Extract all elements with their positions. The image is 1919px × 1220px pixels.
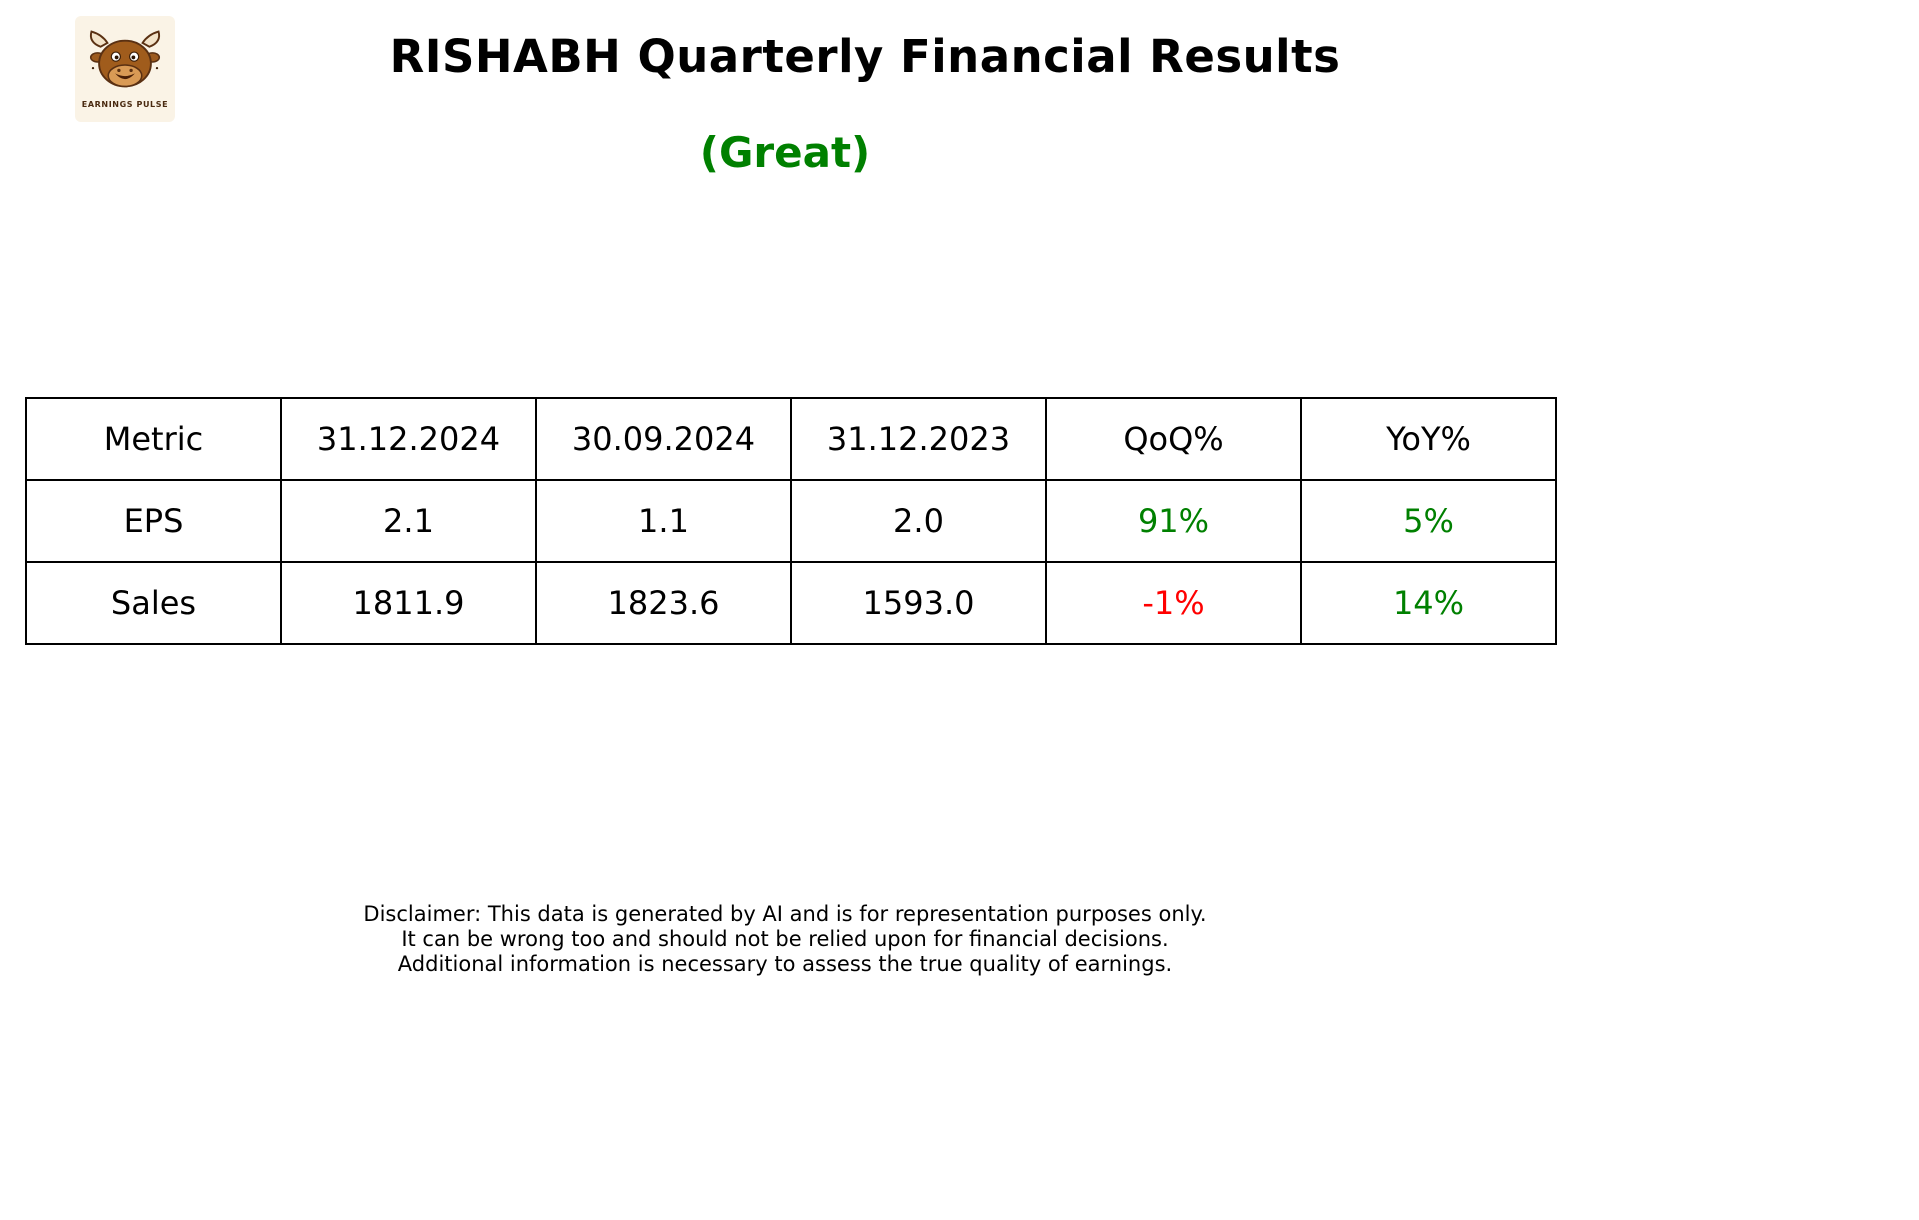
disclaimer: Disclaimer: This data is generated by AI… bbox=[0, 902, 1570, 977]
col-header-q-current: 31.12.2024 bbox=[280, 397, 537, 481]
logo-caption: EARNINGS PULSE bbox=[81, 99, 169, 109]
table-row-sales: Sales 1811.9 1823.6 1593.0 -1% 14% bbox=[25, 561, 1557, 645]
cell-eps-q-previous: 1.1 bbox=[535, 479, 792, 563]
earnings-pulse-logo: EARNINGS PULSE bbox=[75, 16, 175, 122]
cell-eps-metric: EPS bbox=[25, 479, 282, 563]
col-header-q-previous: 30.09.2024 bbox=[535, 397, 792, 481]
bull-icon bbox=[86, 29, 164, 98]
cell-eps-yoy: 5% bbox=[1300, 479, 1557, 563]
disclaimer-line-2: It can be wrong too and should not be re… bbox=[401, 927, 1169, 951]
cell-sales-metric: Sales bbox=[25, 561, 282, 645]
cell-eps-q-yearago: 2.0 bbox=[790, 479, 1047, 563]
cell-eps-q-current: 2.1 bbox=[280, 479, 537, 563]
col-header-qoq: QoQ% bbox=[1045, 397, 1302, 481]
col-header-q-yearago: 31.12.2023 bbox=[790, 397, 1047, 481]
financials-table: Metric 31.12.2024 30.09.2024 31.12.2023 … bbox=[25, 397, 1557, 645]
col-header-metric: Metric bbox=[25, 397, 282, 481]
cell-eps-qoq: 91% bbox=[1045, 479, 1302, 563]
disclaimer-line-3: Additional information is necessary to a… bbox=[397, 952, 1173, 976]
cell-sales-q-current: 1811.9 bbox=[280, 561, 537, 645]
cell-sales-q-previous: 1823.6 bbox=[535, 561, 792, 645]
cell-sales-qoq: -1% bbox=[1045, 561, 1302, 645]
page-title: RISHABH Quarterly Financial Results bbox=[389, 30, 1341, 83]
quality-label: (Great) bbox=[699, 128, 871, 177]
disclaimer-line-1: Disclaimer: This data is generated by AI… bbox=[363, 902, 1207, 926]
table-row-eps: EPS 2.1 1.1 2.0 91% 5% bbox=[25, 479, 1557, 563]
table-header-row: Metric 31.12.2024 30.09.2024 31.12.2023 … bbox=[25, 397, 1557, 481]
cell-sales-yoy: 14% bbox=[1300, 561, 1557, 645]
col-header-yoy: YoY% bbox=[1300, 397, 1557, 481]
cell-sales-q-yearago: 1593.0 bbox=[790, 561, 1047, 645]
